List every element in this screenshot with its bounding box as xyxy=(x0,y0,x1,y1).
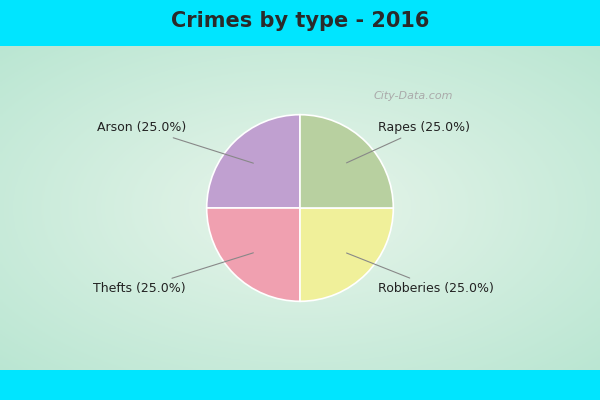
Text: Arson (25.0%): Arson (25.0%) xyxy=(97,121,253,163)
Text: Crimes by type - 2016: Crimes by type - 2016 xyxy=(171,11,429,31)
Text: Robberies (25.0%): Robberies (25.0%) xyxy=(347,253,494,295)
Wedge shape xyxy=(206,115,300,208)
Wedge shape xyxy=(300,208,394,301)
Wedge shape xyxy=(300,115,394,208)
Wedge shape xyxy=(206,208,300,301)
Text: Rapes (25.0%): Rapes (25.0%) xyxy=(347,121,470,163)
Text: Thefts (25.0%): Thefts (25.0%) xyxy=(94,253,253,295)
Text: City-Data.com: City-Data.com xyxy=(373,91,453,101)
